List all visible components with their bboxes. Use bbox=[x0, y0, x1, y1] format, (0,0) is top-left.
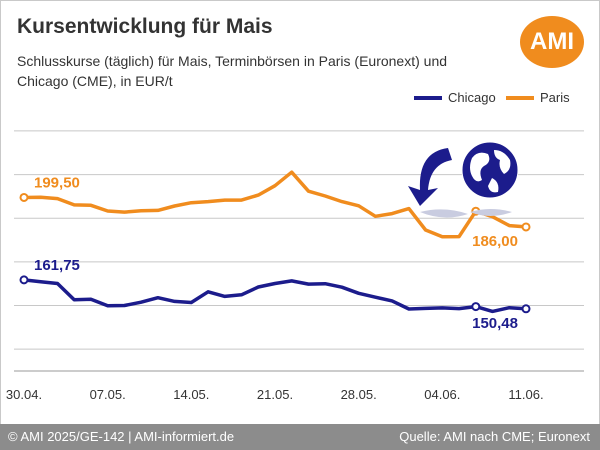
legend-item-paris: Paris bbox=[506, 90, 570, 105]
x-tick-label: 14.05. bbox=[173, 387, 209, 402]
icon-group bbox=[408, 141, 519, 218]
series-line-paris bbox=[23, 170, 527, 239]
x-tick-label: 21.05. bbox=[257, 387, 293, 402]
footer-bar: © AMI 2025/GE-142 | AMI-informiert.de Qu… bbox=[0, 424, 600, 450]
data-point-marker bbox=[521, 304, 531, 314]
data-markers bbox=[19, 192, 531, 314]
return-arrow-icon bbox=[408, 148, 468, 218]
x-axis-ticks: 30.04. 07.05. 14.05. 21.05. 28.05. 04.06. 11.0… bbox=[6, 387, 544, 402]
legend-label-chicago: Chicago bbox=[448, 90, 496, 105]
data-label-chicago: 150,48 bbox=[472, 315, 518, 332]
ami-logo: AMI bbox=[520, 16, 584, 68]
data-label-chicago: 161,75 bbox=[34, 257, 80, 274]
globe-icon bbox=[461, 141, 519, 216]
data-label-paris: 186,00 bbox=[472, 233, 518, 250]
footer-copyright: © AMI 2025/GE-142 | AMI-informiert.de bbox=[8, 429, 235, 444]
x-tick-label: 11.06. bbox=[508, 387, 543, 402]
x-tick-label: 30.04. bbox=[6, 387, 42, 402]
line-chart: 161,75 150,48 199,50 186,00 30.04. 07.05. 14.… bbox=[6, 130, 584, 402]
series-line-chicago bbox=[23, 278, 527, 314]
x-tick-label: 28.05. bbox=[341, 387, 377, 402]
page-title: Kursentwicklung für Mais bbox=[17, 15, 273, 38]
data-point-marker bbox=[521, 222, 531, 232]
x-tick-label: 07.05. bbox=[90, 387, 126, 402]
series-lines bbox=[23, 170, 527, 314]
data-labels: 161,75 150,48 199,50 186,00 bbox=[34, 174, 518, 331]
chart-subtitle: Schlusskurse (täglich) für Mais, Terminb… bbox=[17, 53, 448, 89]
data-label-paris: 199,50 bbox=[34, 174, 80, 191]
footer-source: Quelle: AMI nach CME; Euronext bbox=[399, 429, 590, 444]
data-point-marker bbox=[19, 192, 29, 202]
legend-item-chicago: Chicago bbox=[414, 90, 496, 105]
legend-label-paris: Paris bbox=[540, 90, 570, 105]
legend-swatch-paris bbox=[506, 95, 534, 100]
data-point-marker bbox=[471, 302, 481, 312]
legend-swatch-chicago bbox=[414, 95, 442, 100]
data-point-marker bbox=[19, 275, 29, 285]
x-tick-label: 04.06. bbox=[424, 387, 460, 402]
